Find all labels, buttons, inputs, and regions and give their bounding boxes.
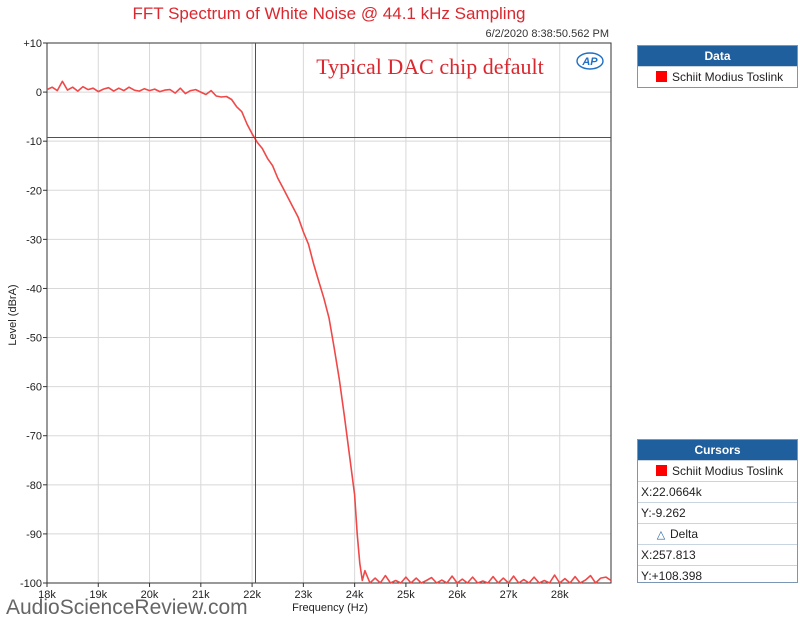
delta-x-readout: X:257.813 [638, 544, 797, 565]
y-tick-label: -70 [26, 431, 42, 443]
y-tick-label: -80 [26, 480, 42, 492]
y-tick-label: -50 [26, 333, 42, 345]
watermark: AudioScienceReview.com [6, 596, 248, 617]
series-layer [46, 80, 612, 584]
x-tick-label: 23k [294, 589, 312, 601]
x-tick-label: 20k [141, 589, 159, 601]
x-axis-ticks: 18k 19k 20k 21k 22k 23k 24k 25k 26k 27k 28k [38, 583, 569, 601]
cursor-x-readout: X:22.0664k [638, 481, 797, 502]
cursor-lines[interactable] [47, 43, 611, 583]
y-tick-label: -60 [26, 382, 42, 394]
x-tick-label: 28k [551, 589, 569, 601]
y-axis-ticks: +10 0 -10 -20 -30 -40 -50 -60 -70 -80 -90 -100 [20, 38, 47, 590]
delta-label: Delta [670, 527, 699, 541]
cursor-y-readout: Y:-9.262 [638, 502, 797, 523]
data-legend-item[interactable]: Schiit Modius Toslink [638, 66, 797, 87]
x-tick-label: 27k [500, 589, 518, 601]
y-tick-label: -100 [20, 578, 42, 590]
timestamp: 6/2/2020 8:38:50.562 PM [485, 28, 609, 40]
x-tick-label: 22k [243, 589, 261, 601]
cursor-series-row[interactable]: Schiit Modius Toslink [638, 460, 797, 481]
y-tick-label: +10 [23, 38, 42, 50]
delta-row[interactable]: △ Delta [638, 523, 797, 544]
data-panel-title: Data [638, 46, 797, 66]
x-tick-label: 26k [448, 589, 466, 601]
y-tick-label: -90 [26, 529, 42, 541]
legend-swatch-icon [656, 71, 667, 82]
plot-frame [46, 42, 612, 584]
x-tick-label: 21k [192, 589, 210, 601]
chart-title: FFT Spectrum of White Noise @ 44.1 kHz S… [133, 4, 526, 23]
y-tick-label: -30 [26, 234, 42, 246]
x-tick-label: 25k [397, 589, 415, 601]
x-tick-label: 19k [89, 589, 107, 601]
x-tick-label: 18k [38, 589, 56, 601]
y-tick-label: -40 [26, 283, 42, 295]
x-axis-label: Frequency (Hz) [292, 602, 368, 614]
ap-logo-text: AP [581, 56, 598, 68]
annotation-text: Typical DAC chip default [316, 54, 544, 79]
delta-triangle-icon: △ [656, 529, 666, 541]
x-tick-label: 24k [346, 589, 364, 601]
legend-label: Schiit Modius Toslink [672, 70, 784, 84]
series-line-0 [46, 80, 612, 584]
y-axis-label: Level (dBrA) [7, 284, 19, 345]
cursor-series-label: Schiit Modius Toslink [672, 464, 784, 478]
grid [46, 42, 611, 584]
y-tick-label: -20 [26, 185, 42, 197]
cursors-panel: Cursors Schiit Modius Toslink X:22.0664k… [637, 439, 798, 583]
cursor-swatch-icon [656, 465, 667, 476]
cursors-panel-title: Cursors [638, 440, 797, 460]
y-tick-label: 0 [36, 87, 42, 99]
delta-y-readout: Y:+108.398 [638, 565, 797, 586]
data-panel: Data Schiit Modius Toslink [637, 45, 798, 88]
y-tick-label: -10 [26, 136, 42, 148]
ap-logo-icon: AP [576, 52, 604, 70]
